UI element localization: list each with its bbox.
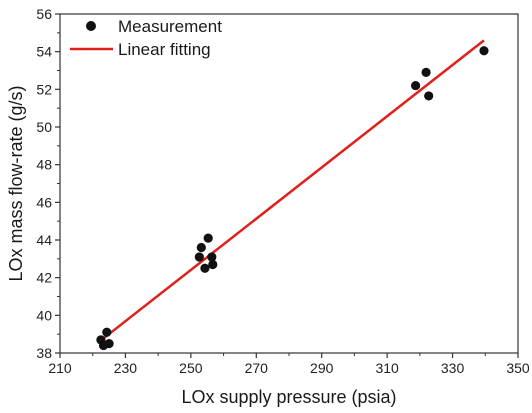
y-tick-label: 54 xyxy=(36,44,52,60)
x-axis: 210 230 250 270 290 310 330 350 xyxy=(48,353,530,376)
legend-marker-measurement xyxy=(86,21,96,31)
y-axis: 38 40 42 44 46 48 50 52 54 56 xyxy=(36,6,60,361)
measurement-point xyxy=(479,46,489,56)
y-tick-label: 50 xyxy=(36,119,52,135)
measurement-point xyxy=(102,327,112,337)
measurement-point xyxy=(200,263,210,273)
y-tick-label: 56 xyxy=(36,6,52,22)
y-tick-label: 52 xyxy=(36,81,52,97)
series-layer xyxy=(96,39,489,351)
y-tick-label: 48 xyxy=(36,157,52,173)
measurement-point xyxy=(207,252,217,262)
x-axis-title: LOx supply pressure (psia) xyxy=(181,387,396,407)
y-tick-label: 42 xyxy=(36,270,52,286)
measurement-point xyxy=(208,259,218,270)
legend-label-measurement: Measurement xyxy=(118,17,222,36)
measurement-point xyxy=(104,338,114,349)
measurement-point xyxy=(411,80,421,91)
x-tick-label: 290 xyxy=(310,360,334,376)
x-tick-label: 250 xyxy=(179,360,203,376)
legend: Measurement Linear fitting xyxy=(70,17,222,59)
y-tick-label: 44 xyxy=(36,232,52,248)
measurement-point xyxy=(194,252,204,262)
linear-fitting-line xyxy=(98,39,485,343)
y-tick-label: 40 xyxy=(36,307,52,323)
x-tick-label: 310 xyxy=(375,360,399,376)
x-tick-label: 350 xyxy=(506,360,530,376)
plot-frame xyxy=(59,13,519,354)
y-axis-title: LOx mass flow-rate (g/s) xyxy=(6,85,26,281)
measurement-point xyxy=(196,242,206,253)
x-tick-label: 210 xyxy=(48,360,72,376)
y-tick-label: 46 xyxy=(36,194,52,210)
x-tick-label: 230 xyxy=(114,360,138,376)
measurement-point xyxy=(203,233,213,243)
y-tick-label: 38 xyxy=(36,345,52,361)
x-tick-label: 330 xyxy=(441,360,465,376)
measurement-point xyxy=(424,91,434,101)
legend-label-linear-fitting: Linear fitting xyxy=(118,40,211,59)
x-tick-label: 270 xyxy=(245,360,269,376)
measurement-point xyxy=(421,67,431,77)
plot-border xyxy=(59,13,519,354)
